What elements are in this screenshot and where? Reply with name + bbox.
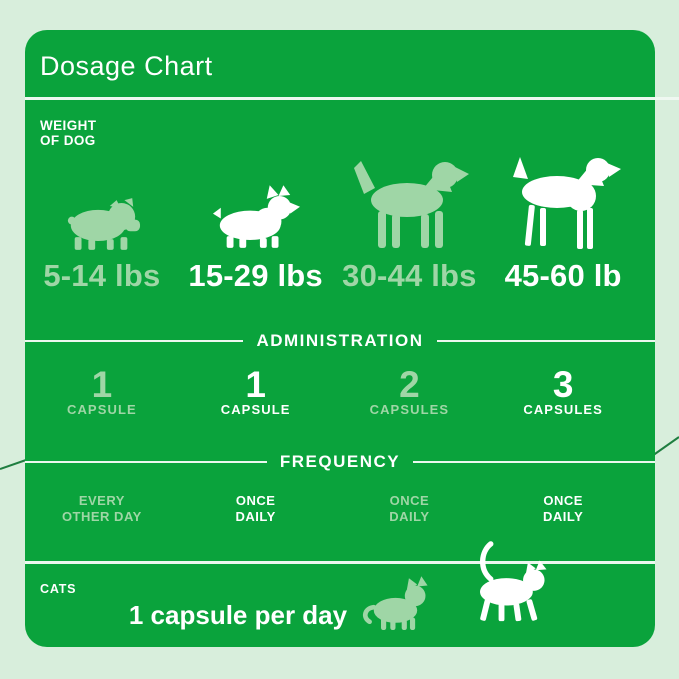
walking-cat-icon bbox=[480, 541, 547, 622]
dosage-card: Dosage Chart WEIGHT OF DOG bbox=[25, 30, 656, 647]
frequency-value-1: EVERY OTHER DAY bbox=[61, 493, 142, 524]
amount-value-2: 1 bbox=[245, 364, 266, 405]
cats-dosage: 1 capsule per day bbox=[128, 600, 348, 630]
title-divider-extension bbox=[653, 97, 679, 100]
weight-of-dog-line2: OF DOG bbox=[40, 133, 96, 148]
weight-label-1: 5-14 lbs bbox=[43, 258, 161, 293]
dog-cell-2 bbox=[179, 152, 333, 250]
title-divider bbox=[25, 97, 655, 100]
dogs-row bbox=[25, 152, 655, 250]
page-title: Dosage Chart bbox=[40, 51, 213, 81]
corgi-icon bbox=[212, 185, 300, 248]
weight-of-dog-label: WEIGHT OF DOG bbox=[40, 118, 96, 148]
bulldog-icon bbox=[67, 198, 140, 250]
unit-label-4: CAPSULES bbox=[523, 402, 603, 417]
unit-label-3: CAPSULES bbox=[369, 402, 450, 417]
frequency-value-2: ONCE DAILY bbox=[235, 493, 276, 524]
weight-label-4: 45-60 lb bbox=[504, 258, 622, 293]
unit-label-2: CAPSULE bbox=[220, 402, 291, 417]
weight-of-dog-line1: WEIGHT bbox=[40, 118, 97, 133]
dog-cell-4 bbox=[486, 152, 640, 250]
decor-line-right bbox=[651, 436, 679, 457]
dog-cell-1 bbox=[25, 152, 179, 250]
frequency-value-3: ONCE DAILY bbox=[389, 493, 430, 524]
frequency-value-4: ONCE DAILY bbox=[542, 493, 584, 524]
capsule-amounts-row: 1 1 2 3 bbox=[25, 366, 655, 403]
divider-line bbox=[413, 460, 656, 464]
decor-line-left bbox=[0, 459, 27, 470]
standing-cat-icon bbox=[362, 576, 428, 630]
frequency-row: EVERY OTHER DAY ONCE DAILY ONCE DAILY ON… bbox=[25, 493, 655, 524]
dog-cell-3 bbox=[333, 152, 487, 250]
unit-label-1: CAPSULE bbox=[66, 402, 137, 417]
divider-line bbox=[436, 339, 655, 343]
weights-row: 5-14 lbs 15-29 lbs 30-44 lbs 45-60 lb bbox=[25, 258, 655, 294]
frequency-heading: FREQUENCY bbox=[279, 452, 401, 471]
capsule-units-row: CAPSULE CAPSULE CAPSULES CAPSULES bbox=[25, 402, 655, 417]
divider-line bbox=[25, 460, 267, 464]
amount-value-3: 2 bbox=[399, 364, 420, 405]
administration-divider: ADMINISTRATION bbox=[25, 330, 655, 352]
amount-value-1: 1 bbox=[91, 364, 113, 405]
divider-line bbox=[25, 339, 244, 343]
cats-divider bbox=[25, 561, 655, 564]
amount-value-4: 3 bbox=[552, 364, 574, 405]
pointer-icon bbox=[513, 157, 622, 249]
weight-label-3: 30-44 lbs bbox=[342, 258, 477, 293]
administration-heading: ADMINISTRATION bbox=[256, 331, 424, 350]
frequency-divider: FREQUENCY bbox=[25, 451, 656, 473]
cats-label: CATS bbox=[40, 582, 77, 596]
weight-label-2: 15-29 lbs bbox=[188, 258, 323, 293]
labrador-icon bbox=[354, 161, 470, 248]
